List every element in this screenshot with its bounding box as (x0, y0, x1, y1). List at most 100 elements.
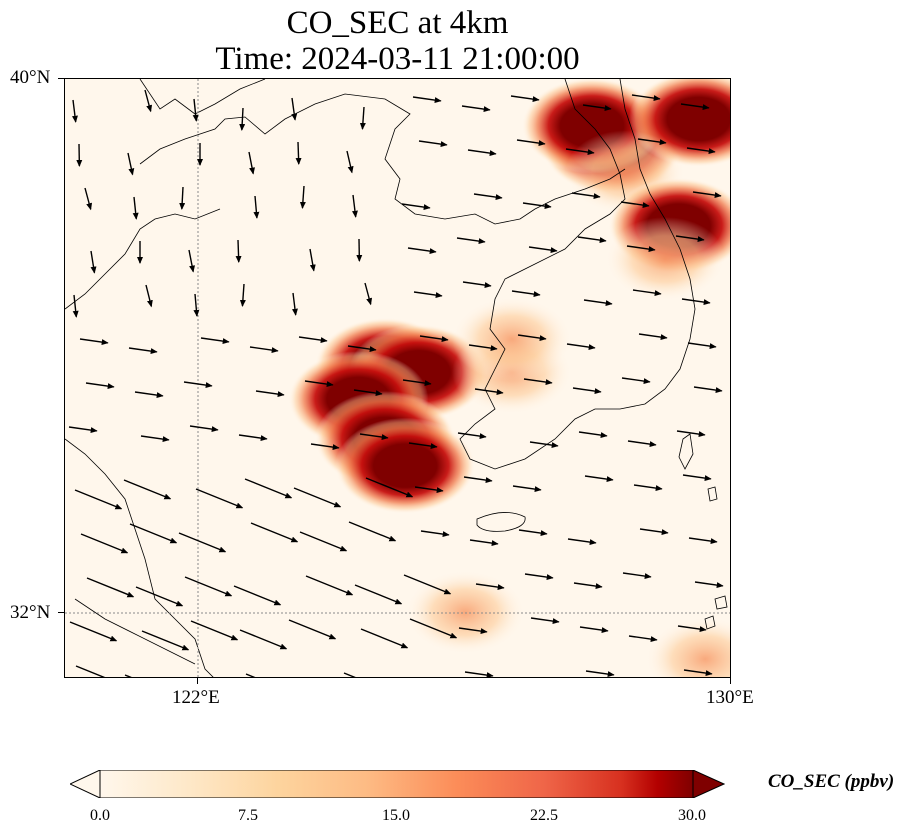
lon-tick-122E: 122°E (172, 687, 220, 708)
lat-tick-40N: 40°N (10, 67, 51, 88)
wind-arrow-28 (299, 185, 306, 209)
wind-arrow-113 (348, 521, 397, 542)
wind-arrow-107 (682, 474, 712, 482)
wind-arrow-66 (419, 335, 449, 343)
wind-arrow-149 (343, 672, 356, 677)
wind-arrow-24 (84, 187, 93, 211)
wind-arrow-144 (75, 665, 106, 677)
wind-arrow-100 (293, 487, 342, 508)
wind-arrow-106 (633, 484, 663, 492)
wind-arrow-16 (295, 141, 302, 165)
wind-arrow-132 (69, 621, 118, 642)
map-subtitle-time: Time: 2024-03-11 21:00:00 (215, 41, 580, 77)
wind-arrow-20 (516, 139, 546, 147)
wind-arrow-121 (135, 586, 184, 607)
wind-arrow-104 (512, 485, 542, 493)
map-panel[interactable] (64, 78, 731, 678)
wind-arrow-126 (403, 574, 452, 595)
wind-vectors (68, 89, 724, 677)
wind-arrow-138 (409, 618, 458, 639)
coastlines (65, 79, 728, 677)
wind-arrow-78 (402, 379, 432, 387)
wind-arrow-115 (469, 539, 499, 547)
wind-arrow-89 (359, 433, 389, 441)
wind-arrow-21 (565, 148, 595, 156)
wind-arrow-39 (235, 239, 242, 263)
wind-arrow-88 (310, 443, 340, 451)
wind-arrow-50 (193, 293, 200, 317)
wind-arrow-83 (693, 386, 723, 394)
wind-arrow-147 (245, 673, 256, 677)
wind-arrow-30 (401, 203, 431, 211)
wind-arrow-135 (239, 629, 288, 650)
wind-arrow-112 (299, 531, 348, 552)
wind-arrow-73 (134, 391, 164, 399)
wind-arrow-153 (585, 670, 615, 677)
wind-arrow-76 (304, 380, 334, 388)
wind-arrow-81 (572, 387, 602, 395)
colorbar (70, 770, 725, 798)
wind-arrow-1 (144, 89, 153, 113)
wind-arrow-139 (458, 627, 488, 635)
wind-arrow-72 (85, 382, 115, 390)
wind-arrow-55 (462, 281, 492, 289)
wind-arrow-128 (524, 573, 554, 581)
colorbar-tick: 30.0 (678, 807, 706, 824)
wind-arrow-130 (622, 572, 652, 580)
wind-arrow-96 (74, 489, 123, 510)
wind-arrow-84 (68, 426, 98, 434)
wind-arrow-142 (628, 635, 658, 643)
wind-arrow-103 (463, 476, 493, 484)
wind-arrow-82 (621, 377, 651, 385)
wind-arrow-38 (188, 249, 195, 273)
wind-arrow-9 (582, 104, 612, 112)
wind-arrow-11 (680, 103, 710, 111)
colorbar-tick: 7.5 (238, 807, 258, 824)
wind-arrow-119 (688, 537, 718, 545)
wind-arrow-36 (90, 250, 97, 274)
wind-arrow-92 (529, 441, 559, 449)
wind-arrow-151 (464, 671, 494, 677)
wind-arrow-58 (632, 289, 662, 297)
wind-arrow-116 (518, 529, 548, 537)
colorbar-gradient (99, 770, 694, 798)
wind-arrow-93 (578, 431, 608, 439)
wind-arrow-145 (124, 674, 132, 677)
wind-arrow-57 (583, 299, 613, 307)
co-plume-5 (605, 217, 726, 301)
lat-tick-32N: 32°N (10, 602, 51, 623)
lon-tick-130E: 130°E (706, 687, 754, 708)
co-plume-12 (451, 297, 572, 381)
co-plume-14 (645, 617, 730, 677)
wind-arrow-95 (676, 430, 706, 438)
wind-arrow-131 (694, 581, 724, 589)
wind-arrow-91 (457, 432, 487, 440)
wind-arrow-34 (620, 201, 650, 209)
wind-arrow-0 (71, 99, 78, 123)
wind-arrow-68 (517, 334, 547, 342)
wind-arrow-74 (183, 381, 213, 389)
wind-arrow-140 (530, 617, 560, 625)
wind-arrow-80 (523, 378, 553, 386)
wind-arrow-54 (413, 291, 443, 299)
wind-arrow-123 (233, 585, 282, 606)
wind-arrow-18 (418, 140, 448, 148)
wind-arrow-105 (584, 475, 614, 483)
wind-arrow-109 (129, 523, 178, 544)
wind-arrow-7 (461, 105, 491, 113)
wind-arrow-48 (72, 294, 79, 318)
wind-arrow-141 (579, 626, 609, 634)
wind-arrow-43 (456, 237, 486, 245)
lat-tickmark (58, 612, 64, 613)
gridlines (65, 79, 730, 677)
wind-arrow-40 (309, 248, 316, 272)
wind-arrow-25 (132, 196, 139, 220)
wind-arrow-49 (145, 284, 153, 308)
wind-arrow-65 (347, 345, 377, 353)
wind-arrow-31 (473, 193, 503, 201)
wind-arrow-51 (239, 283, 246, 307)
wind-arrow-69 (566, 343, 596, 351)
wind-arrow-3 (239, 107, 246, 131)
wind-arrow-127 (475, 583, 505, 591)
wind-arrow-32 (522, 202, 552, 210)
